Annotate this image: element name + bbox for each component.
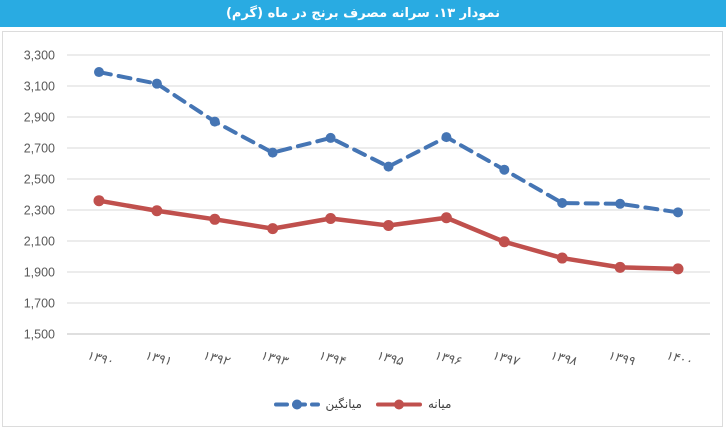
median-data-point <box>151 205 163 217</box>
x-axis-tick-label: ۱۳۹۸ <box>548 347 578 368</box>
legend-item-median: میانه <box>375 397 452 411</box>
x-axis-tick-label: ۱۴۰۰ <box>664 347 694 368</box>
x-axis-tick-label: ۱۳۹۲ <box>201 347 233 369</box>
mean-series-line <box>97 70 680 215</box>
median-data-point <box>209 213 221 225</box>
mean-line-sample-icon <box>273 399 320 409</box>
median-data-point <box>440 212 452 224</box>
y-axis-tick-label: 2,300 <box>24 204 55 218</box>
x-axis-tick-label: ۱۳۹۴ <box>317 347 348 368</box>
mean-data-point <box>94 67 104 78</box>
y-axis-tick-label: 2,500 <box>24 173 55 187</box>
median-data-point <box>267 223 279 235</box>
mean-data-point <box>151 78 162 89</box>
legend-label-mean: میانگین <box>325 397 362 411</box>
median-line-sample-icon <box>375 399 422 409</box>
median-data-point <box>383 220 394 231</box>
mean-data-point <box>441 132 452 143</box>
mean-data-point <box>557 198 568 209</box>
x-axis-tick-label: ۱۳۹۰ <box>85 347 115 368</box>
mean-data-point <box>615 198 626 209</box>
median-data-point <box>93 195 105 207</box>
y-axis-tick-label: 1,700 <box>24 297 55 311</box>
legend-item-mean: میانگین <box>273 397 362 411</box>
line-chart: 3,300 3,100 2,900 2,700 2,500 2,300 2,100 1,900… <box>24 49 710 369</box>
y-axis-tick-label: 2,700 <box>24 142 55 156</box>
chart-title-bar: نمودار ۱۳. سرانه مصرف برنج در ماه (گرم) <box>0 0 726 27</box>
y-axis-tick-label: 2,100 <box>24 235 55 249</box>
y-axis-tick-label: 3,300 <box>24 49 55 63</box>
median-series-line <box>96 198 681 272</box>
chart-container: 3,300 3,100 2,900 2,700 2,500 2,300 2,100 1,900… <box>2 31 723 427</box>
mean-data-point <box>209 116 220 127</box>
median-data-point <box>325 213 337 225</box>
mean-data-point <box>499 164 510 175</box>
median-data-point <box>498 236 510 248</box>
mean-data-point <box>325 132 336 143</box>
y-axis-tick-label: 1,500 <box>24 328 55 342</box>
y-axis-tick-label: 3,100 <box>24 80 55 94</box>
legend-label-median: میانه <box>427 397 452 411</box>
y-axis-tick-label: 2,900 <box>24 111 55 125</box>
y-axis-tick-label: 1,900 <box>24 266 55 280</box>
median-data-point <box>614 261 626 273</box>
mean-data-point <box>267 147 278 158</box>
legend: میانگین میانه <box>3 394 722 414</box>
mean-data-point <box>673 207 683 218</box>
x-axis-tick-label: ۱۳۹۷ <box>491 347 523 369</box>
chart-title: نمودار ۱۳. سرانه مصرف برنج در ماه (گرم) <box>225 6 501 21</box>
x-axis-tick-label: ۱۳۹۹ <box>606 347 636 368</box>
x-axis-tick-label: ۱۳۹۱ <box>143 347 173 368</box>
x-axis-tick-label: ۱۳۹۵ <box>375 347 406 368</box>
x-axis-tick-label: ۱۳۹۳ <box>259 347 291 369</box>
median-data-point <box>672 263 684 275</box>
x-axis-tick-label: ۱۳۹۶ <box>433 347 464 368</box>
mean-data-point <box>383 161 394 172</box>
median-data-point <box>556 252 568 264</box>
